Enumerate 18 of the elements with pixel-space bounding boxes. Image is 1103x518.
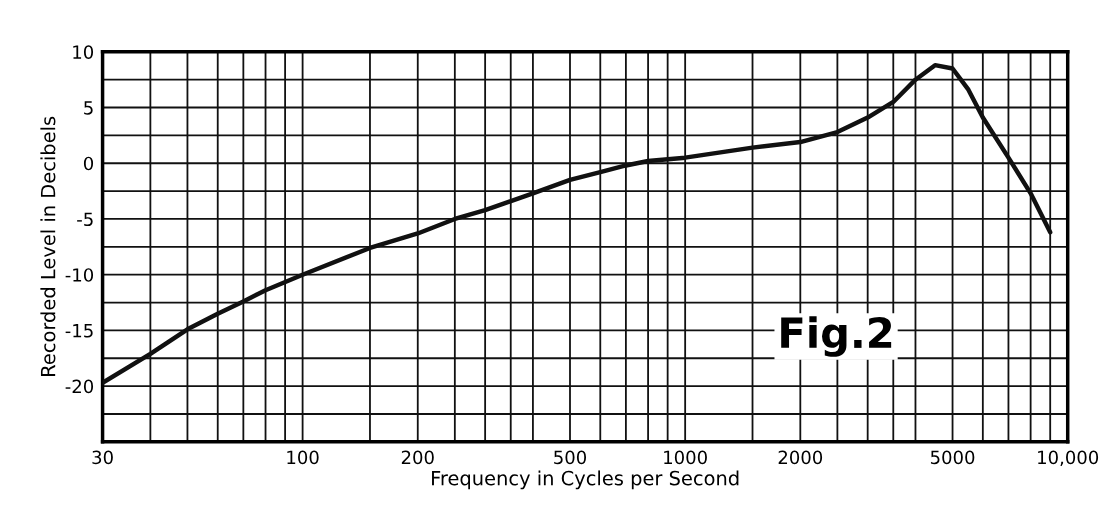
x-tick-label: 200 <box>401 450 434 465</box>
y-tick-label: 5 <box>84 101 93 115</box>
annotation: Fig.2 <box>781 316 892 357</box>
x-tick-label: 30 <box>92 450 113 465</box>
y-tick-label: -10 <box>65 268 94 282</box>
x-tick-label: 1000 <box>664 450 707 465</box>
x-tick-label: 5000 <box>930 450 975 465</box>
y-axis-title: Recorded Level in Decibels <box>40 116 56 376</box>
x-tick-label: 100 <box>287 450 319 465</box>
x-axis-title: Frequency in Cycles per Second <box>432 470 739 490</box>
x-tick-label: 500 <box>554 450 587 465</box>
y-tick-label: 10 <box>73 45 94 59</box>
y-tick-label: -15 <box>65 324 93 338</box>
x-tick-label: 10,000 <box>1038 450 1099 467</box>
y-tick-label: 0 <box>83 156 94 171</box>
y-tick-label: -20 <box>65 379 94 394</box>
x-tick-label: 2000 <box>778 450 823 465</box>
y-tick-label: -5 <box>77 212 93 227</box>
